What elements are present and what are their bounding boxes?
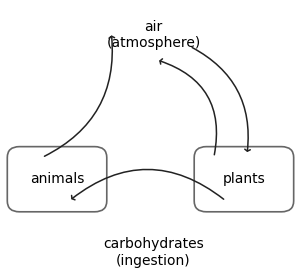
Text: animals: animals <box>30 172 84 186</box>
Text: carbohydrates
(ingestion): carbohydrates (ingestion) <box>103 237 204 268</box>
FancyBboxPatch shape <box>194 147 294 212</box>
Text: plants: plants <box>223 172 265 186</box>
FancyBboxPatch shape <box>7 147 107 212</box>
Text: air
(atmosphere): air (atmosphere) <box>106 20 201 50</box>
